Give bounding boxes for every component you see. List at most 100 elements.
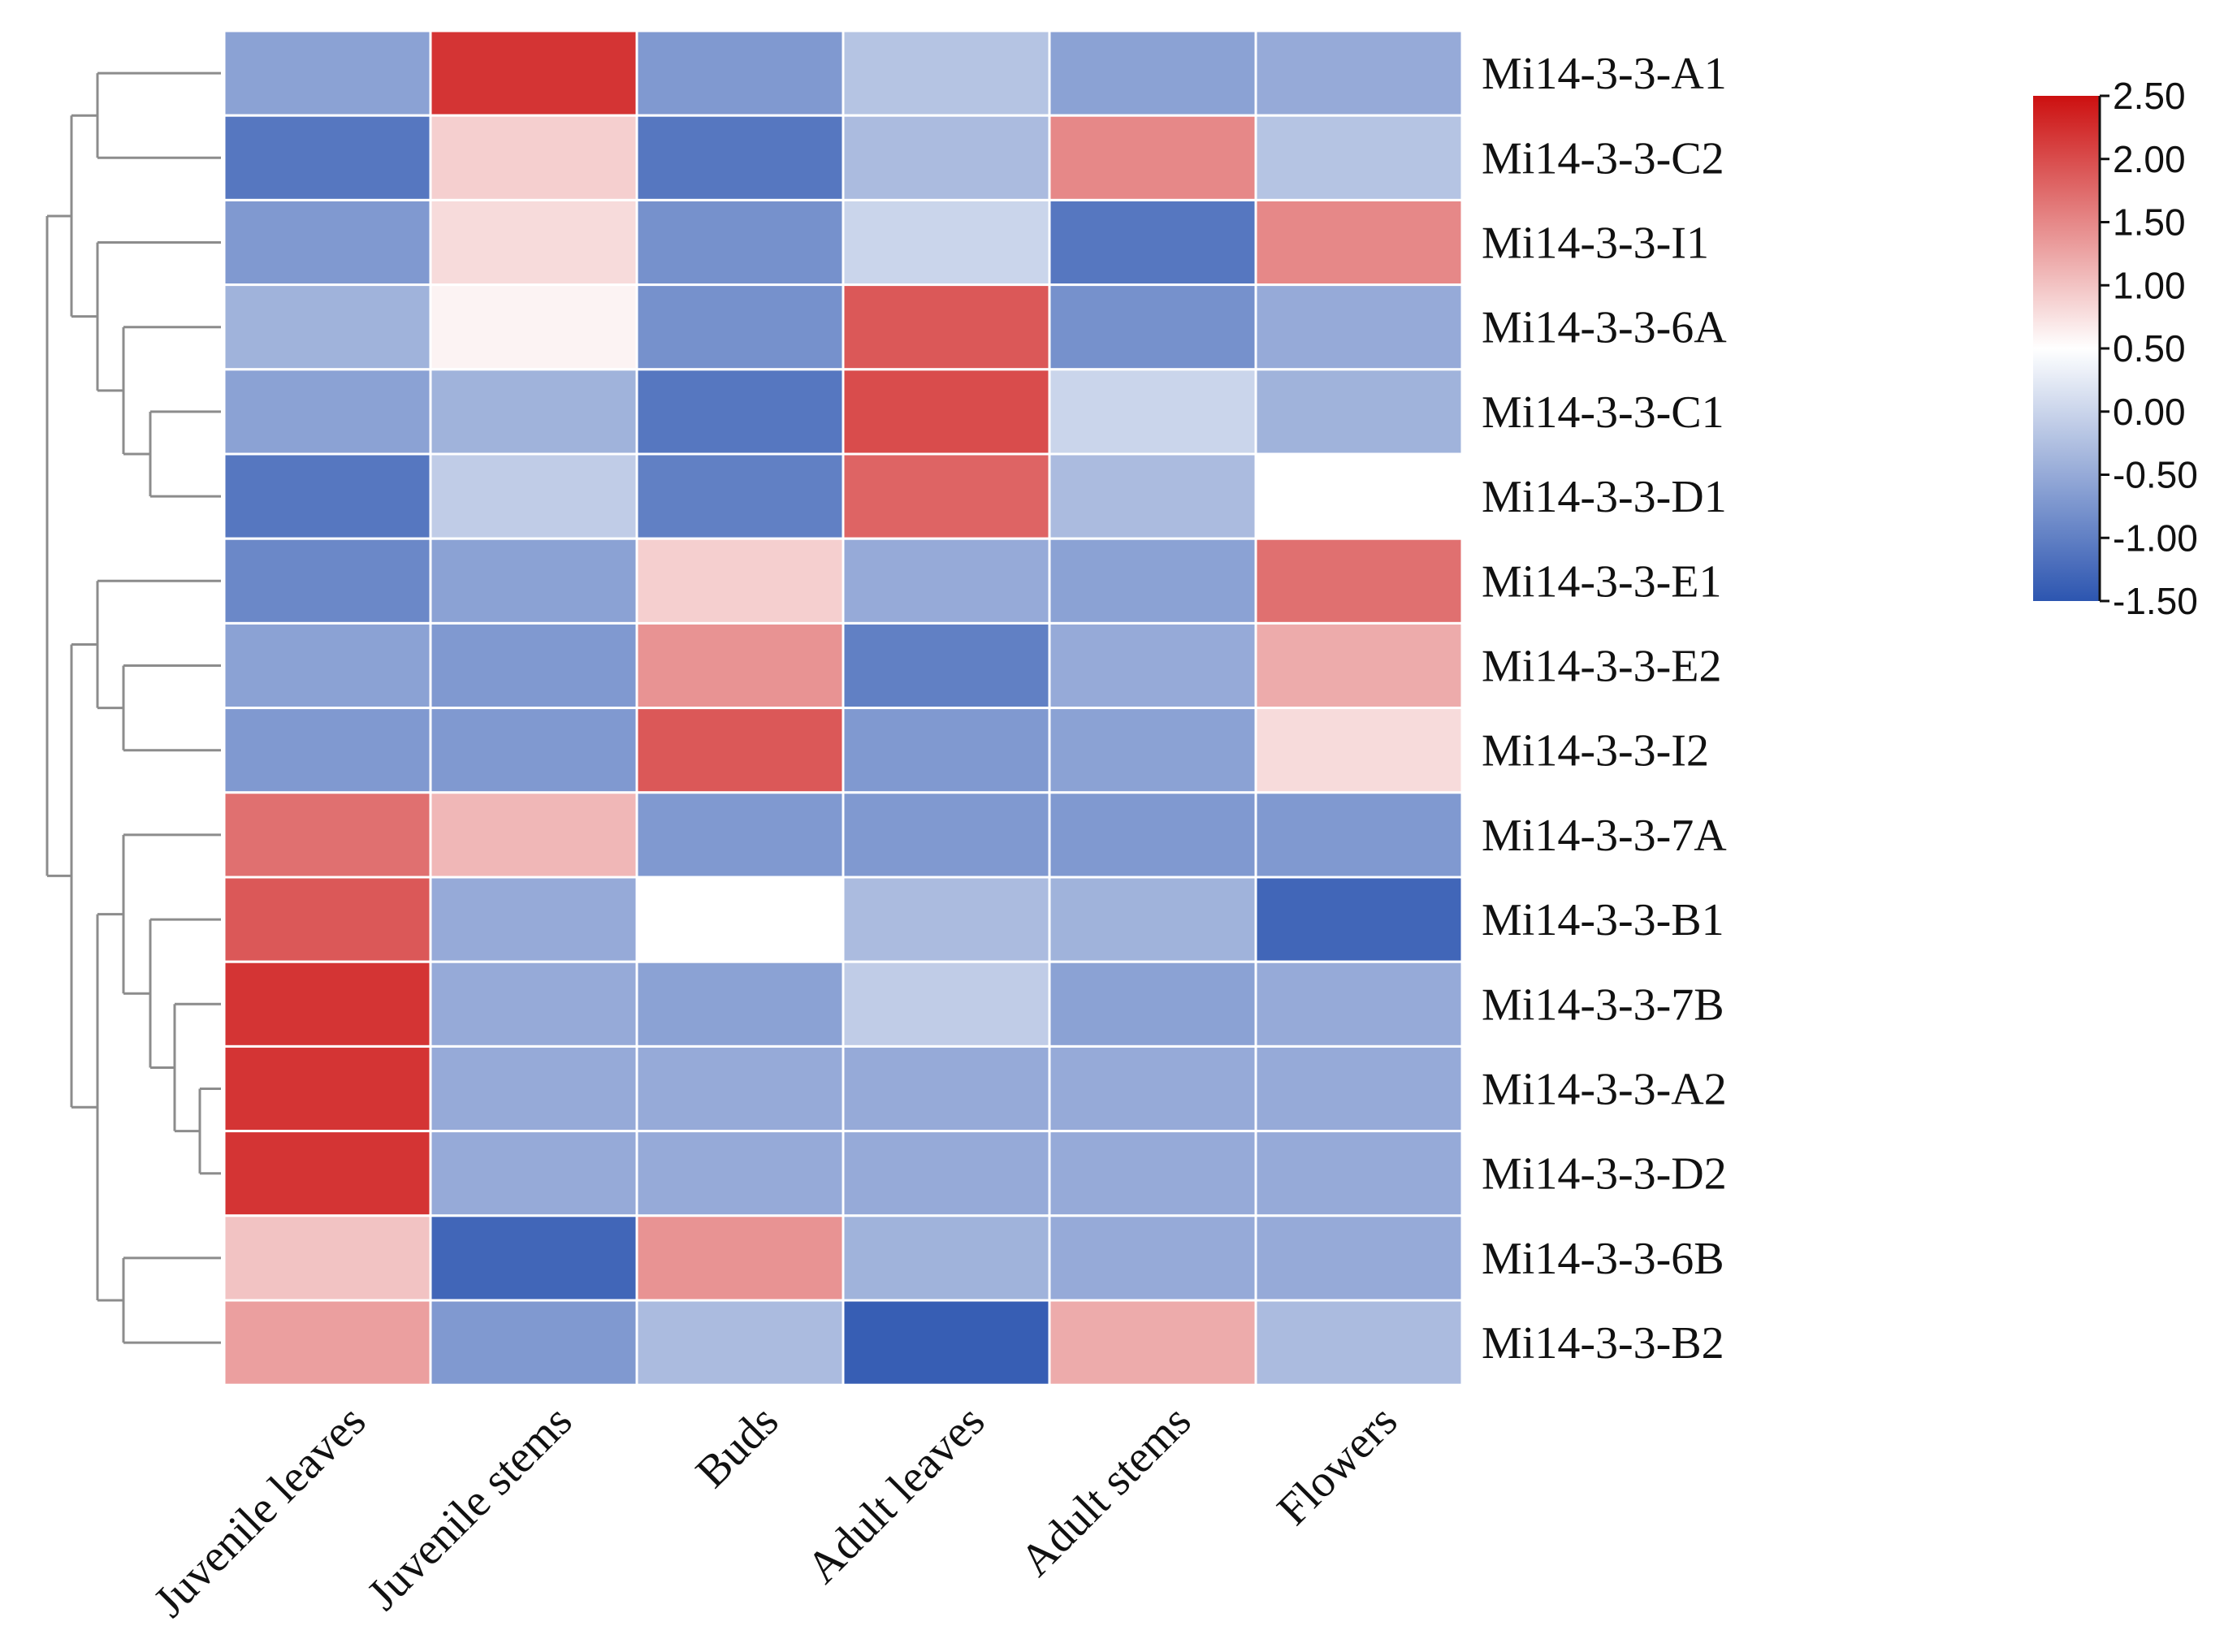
row-label: Mi14-3-3-C2: [1482, 133, 1724, 184]
heatmap-cell: [842, 452, 1051, 540]
row-label: Mi14-3-3-6A: [1482, 303, 1727, 353]
row-label: Mi14-3-3-6B: [1482, 1234, 1724, 1284]
row-label: Mi14-3-3-D2: [1482, 1149, 1727, 1200]
heatmap-cell: [842, 283, 1051, 371]
heatmap-cell: [223, 198, 432, 287]
heatmap-cell: [842, 791, 1051, 879]
heatmap-cell: [1048, 29, 1257, 117]
heatmap-cell: [1048, 452, 1257, 540]
legend-tick-label: -0.50: [2113, 454, 2198, 496]
heatmap-cell: [635, 114, 845, 201]
row-label: Mi14-3-3-E2: [1482, 642, 1722, 692]
heatmap-cell: [1254, 114, 1464, 201]
legend-tick-label: 2.00: [2113, 138, 2186, 180]
heatmap-cell: [842, 368, 1051, 456]
heatmap-cell: [223, 452, 432, 540]
heatmap-cell: [842, 621, 1051, 710]
heatmap-cell: [1048, 368, 1257, 456]
legend-tick-label: 2.50: [2113, 75, 2186, 117]
heatmap-cell: [429, 960, 638, 1048]
heatmap-cell: [1048, 198, 1257, 287]
heatmap-cell: [429, 876, 638, 963]
heatmap-cell: [429, 537, 638, 625]
row-dendrogram: [45, 71, 221, 1344]
heatmap-cell: [429, 114, 638, 201]
heatmap-cell: [429, 1214, 638, 1302]
row-label: Mi14-3-3-I2: [1482, 726, 1709, 776]
heatmap-cell: [635, 707, 845, 794]
heatmap-cell: [842, 1044, 1051, 1133]
row-label: Mi14-3-3-D1: [1482, 472, 1727, 522]
legend-tick-label: 1.50: [2113, 201, 2186, 244]
heatmap-cell: [635, 876, 845, 963]
heatmap-cell: [635, 368, 845, 456]
heatmap-cell: [1254, 452, 1464, 540]
row-label: Mi14-3-3-E1: [1482, 556, 1722, 607]
color-legend-bar: [2033, 96, 2100, 601]
color-legend: 2.50 2.00 1.50 1.00 0.50 0.00 -0.50 -1.00 -1.50: [2033, 75, 2198, 622]
heatmap-cell: [223, 876, 432, 963]
heatmap-cell: [842, 876, 1051, 963]
heatmap-cell: [842, 1130, 1051, 1217]
heatmap-cell: [1048, 283, 1257, 371]
heatmap-cell: [1048, 114, 1257, 201]
row-label: Mi14-3-3-C1: [1482, 387, 1724, 438]
column-label: Adult stems: [1010, 1396, 1201, 1586]
heatmap-cell: [635, 1299, 845, 1386]
heatmap-cell: [223, 1299, 432, 1386]
heatmap-cell: [842, 960, 1051, 1048]
heatmap-cell: [223, 283, 432, 371]
heatmap-cell: [223, 707, 432, 794]
column-label: Juvenile stems: [357, 1396, 582, 1620]
heatmap-cells: [223, 29, 1464, 1386]
heatmap-cell: [1254, 1044, 1464, 1133]
heatmap-cell: [429, 707, 638, 794]
heatmap-cell: [429, 791, 638, 879]
heatmap-cell: [1254, 960, 1464, 1048]
column-label: Flowers: [1268, 1396, 1407, 1535]
heatmap-cell: [1048, 1044, 1257, 1133]
heatmap-cell: [429, 283, 638, 371]
column-label: Juvenile leaves: [145, 1396, 376, 1628]
row-label: Mi14-3-3-7A: [1482, 811, 1727, 861]
heatmap-cell: [1048, 537, 1257, 625]
heatmap-cell: [1048, 621, 1257, 710]
heatmap-cell: [1048, 791, 1257, 879]
heatmap-cell: [1254, 368, 1464, 456]
heatmap-cell: [635, 1214, 845, 1302]
heatmap-cell: [635, 960, 845, 1048]
row-label: Mi14-3-3-I1: [1482, 218, 1709, 269]
heatmap-cell: [1254, 1299, 1464, 1386]
row-label: Mi14-3-3-B1: [1482, 895, 1724, 945]
heatmap-cell: [635, 791, 845, 879]
heatmap-cell: [1048, 1299, 1257, 1386]
heatmap-cell: [223, 29, 432, 117]
heatmap-cell: [1254, 1214, 1464, 1302]
heatmap-cell: [223, 114, 432, 201]
color-legend-ticks: 2.50 2.00 1.50 1.00 0.50 0.00 -0.50 -1.00 -1.50: [2100, 75, 2198, 622]
heatmap-cell: [429, 1044, 638, 1133]
row-labels: Mi14-3-3-A1 Mi14-3-3-C2 Mi14-3-3-I1 Mi14-3-…: [1482, 49, 1727, 1369]
heatmap-cell: [429, 621, 638, 710]
heatmap-cell: [635, 198, 845, 287]
heatmap-cell: [1048, 960, 1257, 1048]
heatmap-cell: [1048, 876, 1257, 963]
heatmap-cell: [223, 960, 432, 1048]
heatmap-cell: [429, 1130, 638, 1217]
heatmap-cell: [1254, 29, 1464, 117]
heatmap-cell: [429, 368, 638, 456]
heatmap-cell: [429, 1299, 638, 1386]
heatmap-cell: [1254, 791, 1464, 879]
heatmap-cell: [635, 621, 845, 710]
heatmap-cell: [635, 29, 845, 117]
heatmap-cell: [635, 537, 845, 625]
heatmap-cell: [635, 283, 845, 371]
column-label: Adult leaves: [797, 1396, 994, 1594]
heatmap-cell: [842, 1299, 1051, 1386]
heatmap-cell: [1254, 707, 1464, 794]
heatmap-cell: [842, 114, 1051, 201]
heatmap-cell: [842, 198, 1051, 287]
heatmap-cell: [842, 707, 1051, 794]
row-label: Mi14-3-3-B2: [1482, 1318, 1724, 1369]
